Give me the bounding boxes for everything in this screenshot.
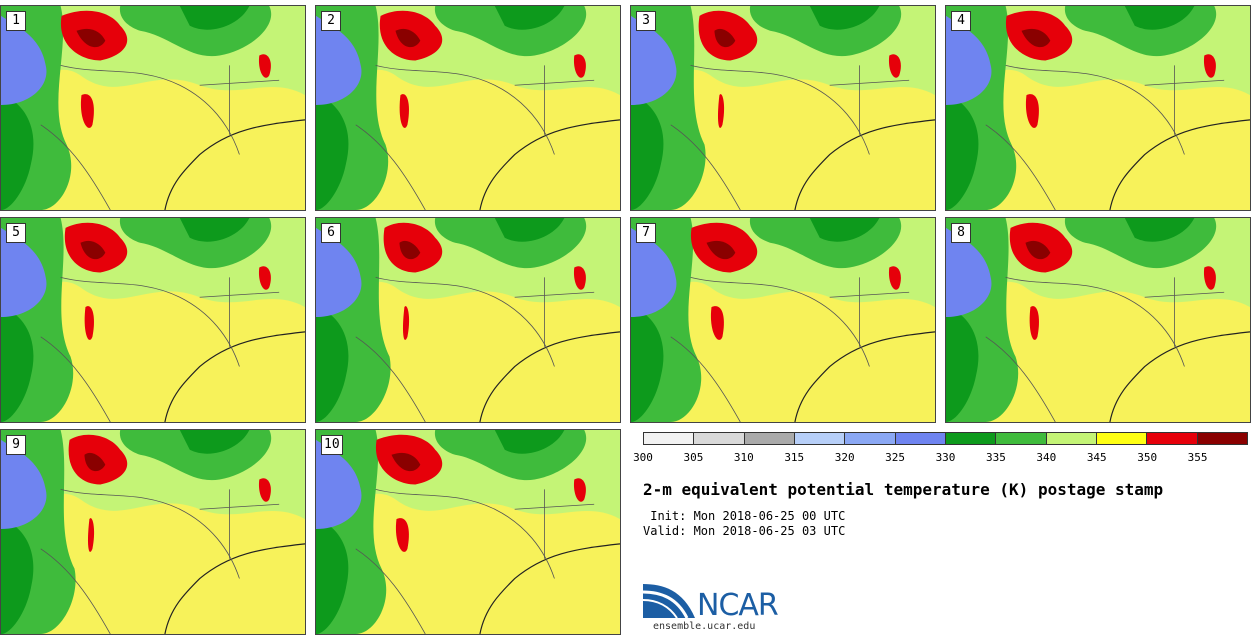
ncar-logo-text: NCAR <box>697 588 779 623</box>
valid-time: Valid: Mon 2018-06-25 03 UTC <box>643 524 846 538</box>
map-panel: 6 <box>315 217 621 423</box>
colorbar-cell <box>1046 433 1097 444</box>
map-panel: 8 <box>945 217 1251 423</box>
colorbar-cell <box>644 433 695 444</box>
init-time: Init: Mon 2018-06-25 00 UTC <box>643 509 846 523</box>
panel-label: 8 <box>951 223 971 243</box>
map-panel: 7 <box>630 217 936 423</box>
map-panel: 1 <box>0 5 306 211</box>
colorbar <box>643 432 1248 445</box>
colorbar-cell <box>1147 433 1198 444</box>
colorbar-cell <box>794 433 846 444</box>
colorbar-tick-label: 300 <box>633 451 653 464</box>
panel-label: 3 <box>636 11 656 31</box>
colorbar-tick-label: 330 <box>935 451 956 464</box>
colorbar-cell <box>694 433 745 444</box>
map-panel: 3 <box>630 5 936 211</box>
colorbar-cell <box>1197 433 1247 444</box>
colorbar-tick-label: 305 <box>683 451 704 464</box>
colorbar-cell <box>895 433 946 444</box>
colorbar-tick-label: 340 <box>1036 451 1057 464</box>
colorbar-cell <box>1096 433 1148 444</box>
panel-label: 1 <box>6 11 26 31</box>
ncar-url: ensemble.ucar.edu <box>653 621 756 632</box>
ncar-logo-icon <box>643 584 695 619</box>
colorbar-cell <box>996 433 1047 444</box>
map-panel: 5 <box>0 217 306 423</box>
colorbar-tick-label: 355 <box>1187 451 1208 464</box>
panel-label: 5 <box>6 223 26 243</box>
panel-label: 6 <box>321 223 341 243</box>
colorbar-tick-label: 315 <box>784 451 805 464</box>
panel-label: 9 <box>6 435 26 455</box>
map-panel: 10 <box>315 429 621 635</box>
colorbar-cell <box>744 433 795 444</box>
colorbar-cell <box>945 433 997 444</box>
colorbar-tick-label: 320 <box>834 451 855 464</box>
plot-title: 2-m equivalent potential temperature (K)… <box>643 480 1164 499</box>
colorbar-cell <box>845 433 896 444</box>
map-panel: 2 <box>315 5 621 211</box>
panel-label: 7 <box>636 223 656 243</box>
colorbar-tick-label: 325 <box>885 451 906 464</box>
map-panel: 9 <box>0 429 306 635</box>
colorbar-tick-label: 345 <box>1086 451 1107 464</box>
colorbar-tick-label: 335 <box>985 451 1006 464</box>
panel-label: 2 <box>321 11 341 31</box>
colorbar-tick-label: 350 <box>1137 451 1158 464</box>
colorbar-tick-label: 310 <box>733 451 754 464</box>
panel-label: 10 <box>321 435 343 455</box>
map-panel: 4 <box>945 5 1251 211</box>
panel-label: 4 <box>951 11 971 31</box>
